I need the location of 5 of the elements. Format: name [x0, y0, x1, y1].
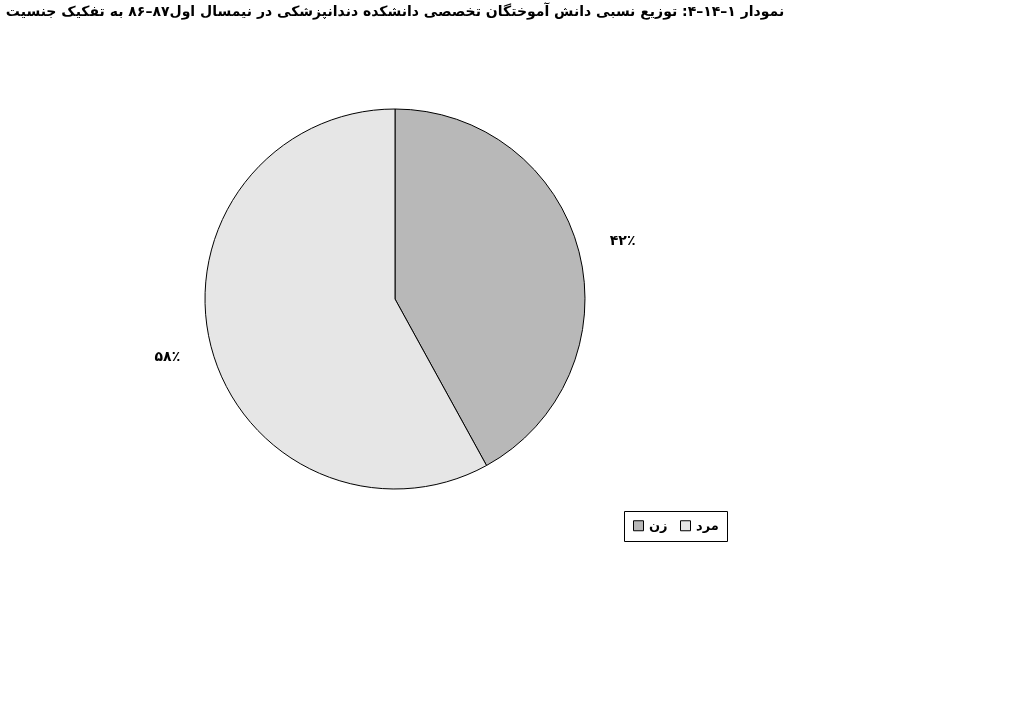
- legend-label: زن: [649, 517, 668, 533]
- chart-title: نمودار ۱–۱۴–۴: توزیع نسبی دانش آموختگان تخصصی دانشکده دندانپزشکی در نیمسال اول۸۷–۸۶ به تفکیک جنسیت: [5, 2, 785, 20]
- data-label: ۴۲٪: [609, 231, 636, 248]
- legend-label: مرد: [696, 517, 719, 533]
- data-label: ۵۸٪: [154, 348, 181, 365]
